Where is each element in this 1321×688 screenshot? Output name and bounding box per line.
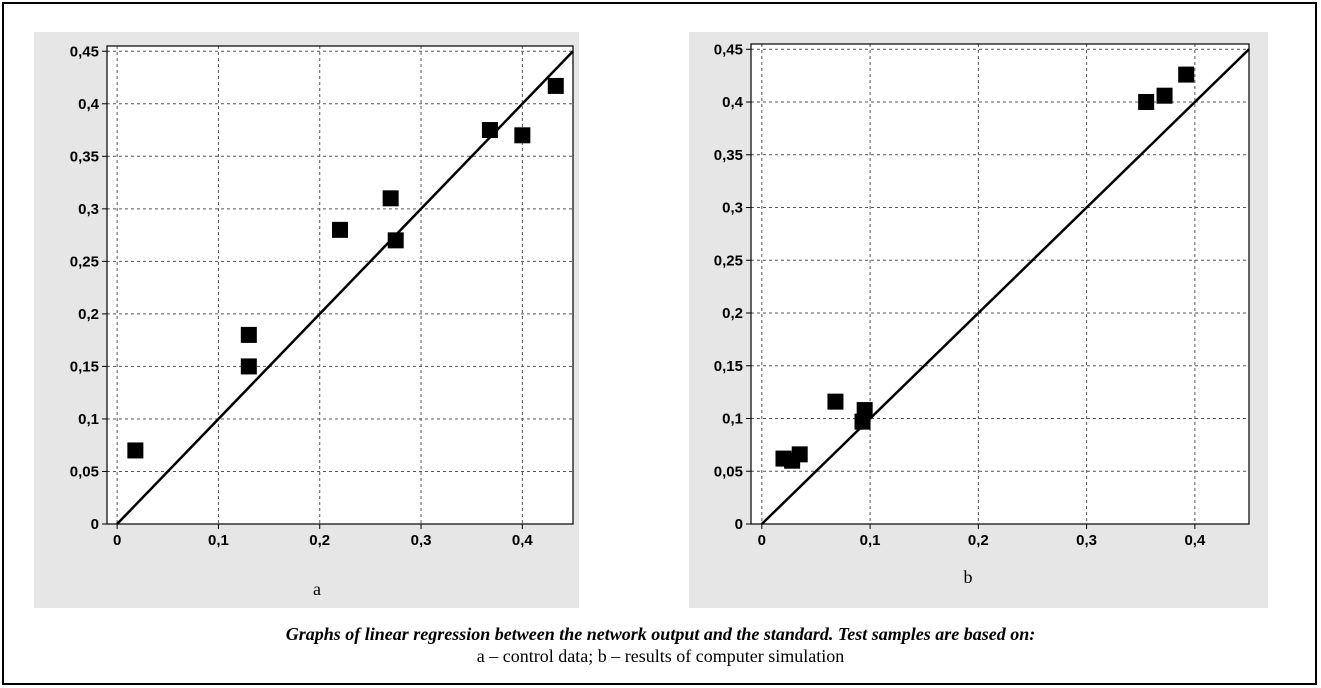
scatter-chart-a: 0 0,1 0,2 0,3 0,4 0 0,05 0,1 0,15 0,2 0,25 0,3 0,35 0… xyxy=(70,43,574,549)
data-point xyxy=(827,393,844,410)
data-point xyxy=(240,326,257,343)
x-tick-label: 0 xyxy=(113,532,121,549)
y-tick-label: 0,2 xyxy=(722,305,743,322)
plot-area xyxy=(751,44,1249,524)
y-tick-label: 0,15 xyxy=(70,358,99,375)
x-tick-label: 0,4 xyxy=(1184,532,1206,549)
y-tick-label: 0,05 xyxy=(70,463,99,480)
data-point xyxy=(240,358,257,375)
data-point xyxy=(856,402,873,419)
x-tick-label: 0,3 xyxy=(1076,532,1097,549)
x-tick-label: 0,1 xyxy=(860,532,881,549)
regression-line xyxy=(760,48,1250,525)
y-tick-label: 0 xyxy=(91,516,99,533)
y-tick-label: 0,25 xyxy=(714,252,743,269)
y-tick-label: 0,15 xyxy=(714,358,743,375)
scatter-chart-b: 0 0,1 0,2 0,3 0,4 0 0,05 0,1 0,15 0,2 0,25 0,3 0,35 0… xyxy=(714,41,1250,549)
data-point xyxy=(1178,66,1195,83)
x-tick-label: 0,2 xyxy=(309,532,330,549)
data-point xyxy=(791,446,808,463)
y-tick-label: 0,45 xyxy=(70,43,99,60)
chart-a-label: a xyxy=(313,579,321,599)
y-tick-label: 0,1 xyxy=(78,411,99,428)
x-tick-label: 0 xyxy=(758,532,766,549)
data-point xyxy=(127,442,144,459)
data-point xyxy=(332,221,348,238)
figure-caption-subtitle: a – control data; b – results of compute… xyxy=(476,646,845,666)
data-point xyxy=(387,232,404,249)
y-tick-label: 0,35 xyxy=(714,147,743,164)
plot-border xyxy=(106,45,574,525)
figure-caption-title: Graphs of linear regression between the … xyxy=(285,624,1036,644)
x-tick-label: 0,3 xyxy=(411,532,432,549)
y-tick-label: 0,4 xyxy=(722,94,744,111)
y-tick-label: 0,2 xyxy=(78,306,99,323)
y-tick-label: 0,3 xyxy=(722,200,743,217)
y-tick-label: 0,45 xyxy=(714,41,743,58)
data-point xyxy=(382,190,399,207)
x-tick-label: 0,4 xyxy=(512,532,534,549)
data-point xyxy=(481,122,498,139)
y-tick-label: 0,4 xyxy=(78,96,100,113)
x-tick-label: 0,1 xyxy=(208,532,229,549)
y-tick-label: 0,25 xyxy=(70,253,99,270)
y-tick-label: 0,35 xyxy=(70,148,99,165)
y-tick-label: 0 xyxy=(735,516,743,533)
plot-border xyxy=(750,43,1250,525)
data-point xyxy=(514,127,531,144)
data-point xyxy=(1138,94,1155,111)
data-point xyxy=(1156,87,1173,104)
y-tick-label: 0,3 xyxy=(78,201,99,218)
x-tick-label: 0,2 xyxy=(968,532,989,549)
chart-panel-b: 0 0,1 0,2 0,3 0,4 0 0,05 0,1 0,15 0,2 0,25 0,3 0,35 0… xyxy=(689,32,1268,608)
data-point xyxy=(547,77,564,94)
plot-area xyxy=(107,46,573,524)
y-tick-label: 0,1 xyxy=(722,411,743,428)
y-tick-label: 0,05 xyxy=(714,463,743,480)
chart-b-label: b xyxy=(963,567,973,587)
chart-panel-a: 0 0,1 0,2 0,3 0,4 0 0,05 0,1 0,15 0,2 0,25 0,3 0,35 0… xyxy=(34,32,579,608)
